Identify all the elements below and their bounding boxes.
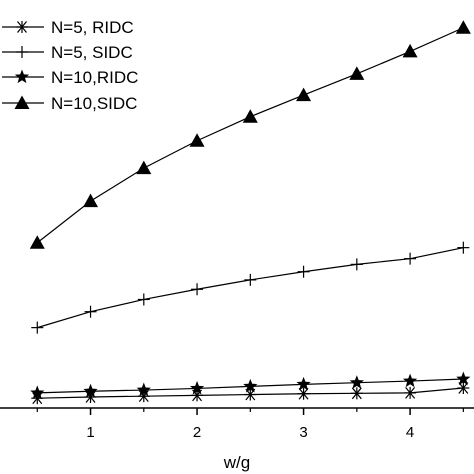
data-point <box>189 133 205 147</box>
data-point <box>297 265 310 278</box>
data-point <box>350 387 363 400</box>
series-layer <box>29 20 471 405</box>
legend-label: N=10,SIDC <box>51 94 137 113</box>
x-tick-label: 3 <box>299 424 307 441</box>
data-point <box>455 20 471 34</box>
legend: N=5, RIDC N=5, SIDC N=10,RIDC N=10,SIDC <box>2 18 138 113</box>
data-point <box>29 235 45 249</box>
data-point <box>83 193 99 208</box>
data-point <box>84 305 97 318</box>
data-point <box>137 293 150 306</box>
data-point <box>457 382 470 395</box>
data-point <box>297 387 310 400</box>
data-point <box>244 273 257 286</box>
data-point <box>136 160 152 175</box>
data-point <box>191 283 204 296</box>
data-point <box>31 321 44 334</box>
data-point <box>14 69 30 84</box>
series-line <box>37 247 464 329</box>
data-point <box>457 241 470 254</box>
data-point <box>14 95 30 109</box>
data-point <box>136 382 151 397</box>
series-2 <box>31 241 470 334</box>
x-tick-label: 4 <box>406 424 414 441</box>
x-tick-label: 2 <box>193 424 201 441</box>
data-point <box>16 46 28 58</box>
data-point <box>242 109 258 123</box>
legend-label: N=10,RIDC <box>51 68 138 87</box>
legend-item: N=5, RIDC <box>2 18 134 37</box>
data-point <box>189 380 205 395</box>
data-point <box>16 21 28 33</box>
series-3 <box>30 371 471 399</box>
data-point <box>296 87 312 102</box>
legend-item: N=10,RIDC <box>2 68 138 87</box>
legend-item: N=10,SIDC <box>2 94 137 113</box>
data-point <box>404 386 417 399</box>
data-point <box>350 258 363 271</box>
chart-axes: 1 2 3 4 <box>0 407 474 441</box>
data-point <box>349 66 365 80</box>
legend-label: N=5, SIDC <box>51 43 133 62</box>
data-point <box>456 371 471 386</box>
legend-item: N=5, SIDC <box>2 43 133 62</box>
legend-label: N=5, RIDC <box>51 18 134 37</box>
data-point <box>404 252 417 265</box>
data-point <box>244 388 257 401</box>
data-point <box>30 385 45 399</box>
data-point <box>349 375 364 389</box>
data-point <box>402 43 418 58</box>
data-point <box>243 378 258 393</box>
x-axis-label: w/g <box>223 453 250 472</box>
x-tick-label: 1 <box>86 424 94 441</box>
series-4 <box>29 20 471 249</box>
data-point <box>402 373 418 388</box>
data-point <box>296 376 311 391</box>
data-point <box>83 383 98 398</box>
